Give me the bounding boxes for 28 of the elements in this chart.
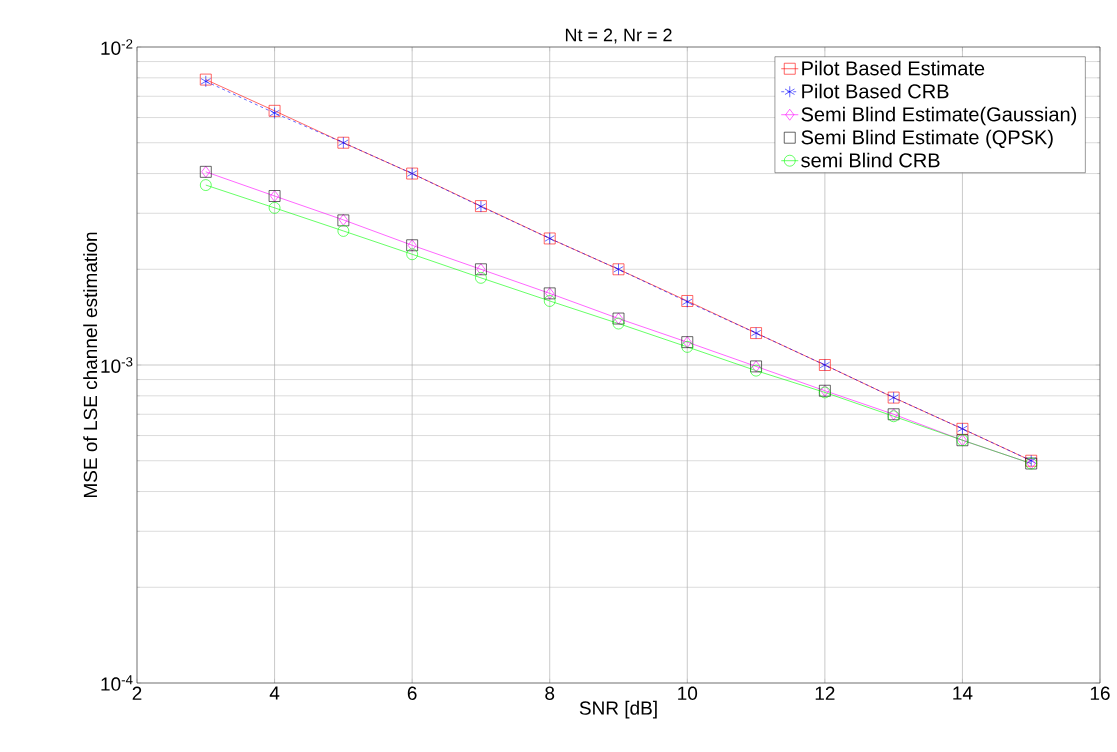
point <box>268 202 281 214</box>
x-tick-label: 16 <box>1090 686 1110 700</box>
point <box>750 364 762 377</box>
x-tick-label: 8 <box>545 686 555 700</box>
y-tick-label: 10$^{-2}$ <box>101 39 133 55</box>
x-tick-label: 4 <box>269 686 280 700</box>
y-tick-label: 10$^{-3}$ <box>101 357 133 373</box>
point <box>475 272 487 284</box>
legend-label: Semi Blind Estimate (QPSK) <box>801 129 1053 149</box>
x-tick-label: 12 <box>815 686 835 700</box>
x-tick-label: 14 <box>953 686 973 700</box>
point <box>543 295 556 307</box>
x-tick-label: 6 <box>407 686 417 700</box>
x-tick-label: 10 <box>678 686 698 700</box>
legend-label: semi Blind CRB <box>801 152 940 168</box>
x-tick-label: 2 <box>132 686 142 700</box>
y-axis-title: MSE of LSE channel estimation <box>83 232 98 498</box>
point <box>681 341 694 353</box>
chart-title: Nt = 2, Nr = 2 <box>565 28 672 44</box>
point <box>199 179 212 191</box>
x-axis-title: SNR [dB] <box>579 700 657 719</box>
legend-label: Pilot Based CRB <box>802 83 949 99</box>
legend-label: Semi Blind Estimate(Gaussian) <box>801 106 1077 126</box>
point <box>406 248 418 261</box>
point <box>612 317 625 330</box>
legend-label: Pilot Based Estimate <box>802 60 985 76</box>
y-tick-label: 10$^{-4}$ <box>101 675 133 691</box>
point <box>337 225 350 237</box>
